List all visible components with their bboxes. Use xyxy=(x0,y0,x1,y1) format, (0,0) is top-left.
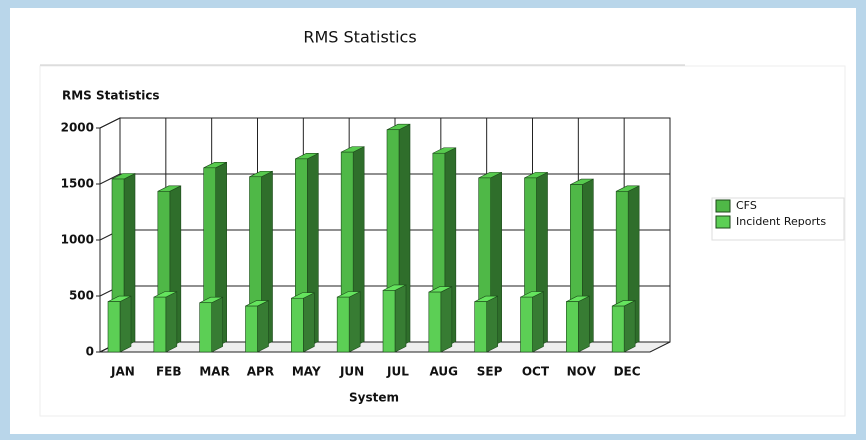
bar xyxy=(566,295,590,353)
bar xyxy=(245,300,269,353)
bar xyxy=(520,291,544,353)
y-tick-label: 0 xyxy=(86,345,94,359)
bar xyxy=(428,286,453,353)
x-tick-label: DEC xyxy=(614,365,641,379)
x-axis-label: System xyxy=(349,391,399,405)
grid-line xyxy=(99,173,121,185)
x-tick-label: FEB xyxy=(156,365,182,379)
x-tick-label: NOV xyxy=(567,365,597,379)
bar-side xyxy=(440,286,453,353)
bar-side xyxy=(165,291,178,353)
bar-front xyxy=(336,296,350,353)
x-tick-label: OCT xyxy=(522,365,550,379)
bar xyxy=(199,296,223,353)
bar-side xyxy=(623,300,636,353)
x-tick-label: AUG xyxy=(429,365,458,379)
x-tick-label: JAN xyxy=(110,365,135,379)
x-tick-label: JUN xyxy=(339,365,364,379)
bar-side xyxy=(348,291,361,353)
bar-side xyxy=(211,296,223,353)
bar-side xyxy=(532,291,544,353)
bar-front xyxy=(566,301,579,353)
x-tick-label: JUL xyxy=(386,365,409,379)
x-tick-label: MAY xyxy=(292,365,321,379)
bar-side xyxy=(303,292,315,353)
chart-title: RMS Statistics xyxy=(62,89,160,103)
legend-label: CFS xyxy=(736,199,757,212)
bar xyxy=(611,300,636,353)
y-tick-label: 500 xyxy=(69,289,94,303)
bar-front xyxy=(153,296,167,353)
bar-front xyxy=(107,301,121,353)
bar-front xyxy=(382,290,396,353)
y-tick-label: 1500 xyxy=(61,177,94,191)
bar-front xyxy=(245,305,258,353)
legend-label: Incident Reports xyxy=(736,215,826,228)
y-tick-label: 2000 xyxy=(61,121,94,135)
grid-line xyxy=(99,117,121,129)
bar xyxy=(107,295,132,353)
bar-front xyxy=(291,297,304,353)
x-tick-label: APR xyxy=(247,365,274,379)
legend-swatch xyxy=(715,215,731,229)
legend-swatch xyxy=(715,199,731,213)
bar-side xyxy=(119,295,132,353)
bar-front xyxy=(199,302,212,353)
panel-title: RMS Statistics xyxy=(303,28,416,47)
x-tick-label: MAR xyxy=(199,365,229,379)
bar-side xyxy=(257,300,269,353)
bar xyxy=(382,284,407,353)
bar xyxy=(336,291,361,353)
y-tick-label: 1000 xyxy=(61,233,94,247)
bar-side xyxy=(394,284,407,353)
bar xyxy=(153,291,178,353)
bar-side xyxy=(578,295,590,353)
bar xyxy=(291,292,315,353)
bar-front xyxy=(428,291,442,353)
x-tick-label: SEP xyxy=(477,365,503,379)
legend-box xyxy=(711,197,845,241)
bar-front xyxy=(611,305,625,353)
bar-front xyxy=(474,301,487,353)
bar xyxy=(474,295,498,353)
bar-side xyxy=(486,295,498,353)
bar-front xyxy=(520,296,533,353)
